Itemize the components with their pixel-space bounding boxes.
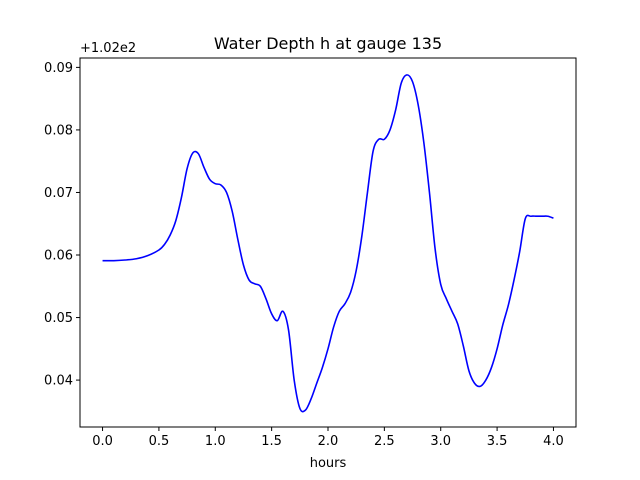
x-tick-label: 0.5 [149,434,170,449]
x-tick-label: 0.0 [92,434,113,449]
x-tick-label: 1.0 [205,434,226,449]
chart-title: Water Depth h at gauge 135 [214,34,442,53]
y-axis-offset-label: +1.02e2 [80,41,136,56]
x-axis-label: hours [310,456,347,471]
y-tick-label: 0.05 [44,311,73,326]
plot-area [80,58,576,427]
y-tick-label: 0.07 [44,186,73,201]
series-layer [102,74,554,413]
x-tick-label: 1.5 [261,434,282,449]
series-line [102,74,554,413]
y-tick-label: 0.04 [44,374,73,389]
plot-frame [79,57,577,428]
x-tick-label: 3.5 [487,434,508,449]
x-tick-label: 3.0 [430,434,451,449]
y-tick-label: 0.08 [44,123,73,138]
y-tick-label: 0.09 [44,61,73,76]
x-axis-ticks: 0.0 0.5 1.0 1.5 2.0 2.5 3.0 3.5 4.0 [92,427,564,449]
x-tick-label: 2.5 [374,434,395,449]
x-tick-label: 4.0 [543,434,564,449]
y-tick-label: 0.06 [44,249,73,264]
x-tick-label: 2.0 [318,434,339,449]
y-axis-ticks: 0.04 0.05 0.06 0.07 0.08 0.09 [44,61,80,389]
